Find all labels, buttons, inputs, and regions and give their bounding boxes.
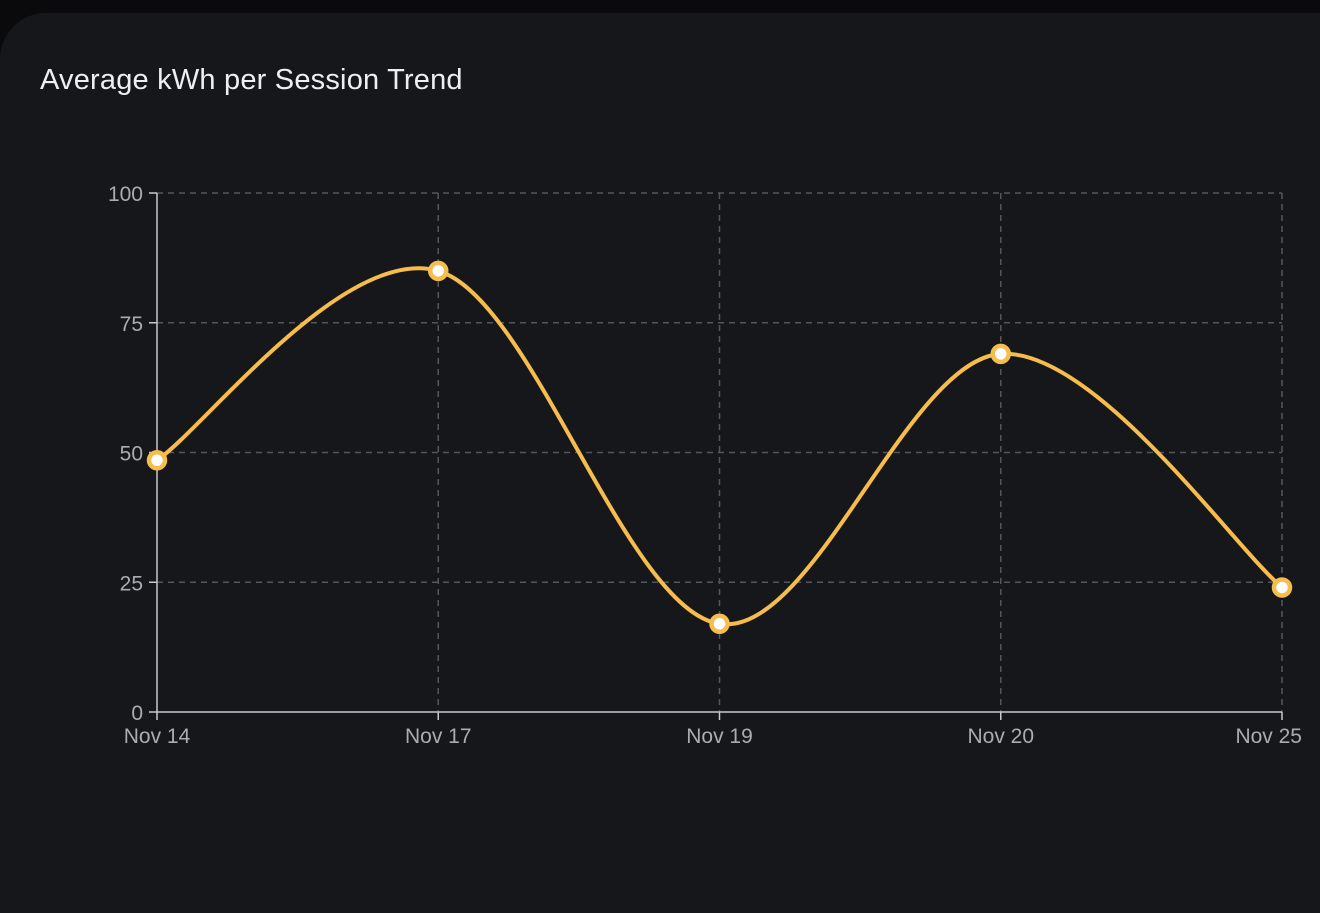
chart-title: Average kWh per Session Trend — [40, 64, 463, 96]
x-tick-label: Nov 19 — [686, 725, 753, 748]
y-tick-label: 75 — [120, 313, 143, 336]
y-tick-label: 0 — [131, 702, 143, 725]
chart-card — [0, 13, 1320, 913]
y-tick-label: 25 — [120, 572, 143, 595]
x-tick-label: Nov 20 — [967, 725, 1034, 748]
trend-chart: 0 25 50 75 100 Nov 14 Nov 17 Nov 19 Nov 20 Nov 25 — [108, 183, 1302, 748]
data-point-marker[interactable] — [1271, 577, 1293, 598]
x-tick-label: Nov 17 — [405, 725, 472, 748]
x-tick-label: Nov 14 — [124, 725, 191, 748]
y-tick-label: 100 — [108, 183, 143, 206]
data-point-marker[interactable] — [428, 260, 449, 282]
y-tick-label: 50 — [120, 443, 143, 466]
x-tick-label: Nov 25 — [1235, 725, 1302, 748]
data-point-marker[interactable] — [146, 450, 168, 471]
data-point-marker[interactable] — [709, 613, 730, 635]
data-point-marker[interactable] — [990, 343, 1011, 365]
